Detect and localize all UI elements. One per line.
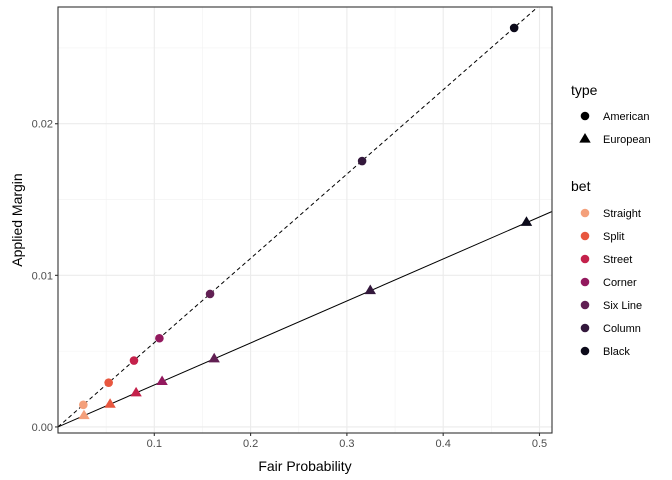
y-tick-label: 0.00: [32, 422, 53, 434]
point-european-straight: [78, 409, 90, 420]
legend-key-black: [580, 346, 590, 356]
legend-bet: bet Straight Split Street Corner Six Line Col…: [571, 178, 642, 358]
x-axis-title: Fair Probability: [258, 458, 351, 474]
legend-label: American: [603, 111, 649, 123]
x-tick-label: 0.1: [147, 438, 162, 450]
point-european-column: [364, 284, 376, 295]
legend-type-title: type: [571, 82, 598, 98]
legend-label: Street: [603, 254, 632, 266]
reference-lines: [57, 6, 553, 428]
legend-bet-title: bet: [571, 178, 591, 194]
point-american-street: [129, 356, 139, 365]
legend-label: Black: [603, 346, 630, 358]
legend-key-corner: [580, 277, 590, 287]
point-american-straight: [79, 400, 88, 410]
point-european-black: [520, 216, 533, 226]
point-american-split: [104, 378, 113, 387]
legend-label: Column: [603, 323, 641, 335]
y-tick-label: 0.02: [32, 119, 53, 131]
x-tick-label: 0.4: [436, 438, 451, 450]
legend-label: Corner: [603, 277, 637, 289]
point-european-street: [130, 386, 142, 397]
x-axis: 0.1 0.2 0.3 0.4 0.5: [147, 433, 547, 450]
legend-key-street: [580, 254, 590, 264]
point-european-six-line: [208, 352, 220, 363]
legend-key-american: [580, 111, 590, 121]
legend-label: Straight: [603, 208, 641, 220]
line-european: [57, 211, 553, 428]
legend-key-straight: [580, 208, 590, 218]
y-axis-title: Applied Margin: [9, 173, 25, 266]
x-tick-label: 0.2: [243, 438, 258, 450]
point-american-column: [357, 156, 367, 166]
legend-label: Split: [603, 231, 624, 243]
point-american-corner: [155, 333, 164, 343]
y-tick-label: 0.01: [32, 270, 53, 282]
legend-label: European: [603, 134, 651, 146]
grid: [58, 7, 552, 433]
point-european-corner: [156, 375, 168, 386]
point-european-split: [104, 398, 116, 408]
legend-key-split: [580, 231, 590, 241]
point-american-black: [509, 23, 519, 33]
point-american-six-line: [205, 289, 215, 299]
legend-key-european: [579, 133, 591, 143]
legend-label: Six Line: [603, 300, 642, 312]
x-tick-label: 0.5: [532, 438, 547, 450]
data-points: [78, 23, 533, 420]
legend-key-six-line: [580, 300, 590, 310]
legend-key-column: [580, 323, 590, 333]
plot-panel-border: [57, 6, 553, 434]
x-tick-label: 0.3: [339, 438, 354, 450]
legend-type: type American European: [571, 82, 651, 146]
line-american: [57, 6, 539, 428]
y-axis: 0.00 0.01 0.02: [32, 119, 58, 434]
